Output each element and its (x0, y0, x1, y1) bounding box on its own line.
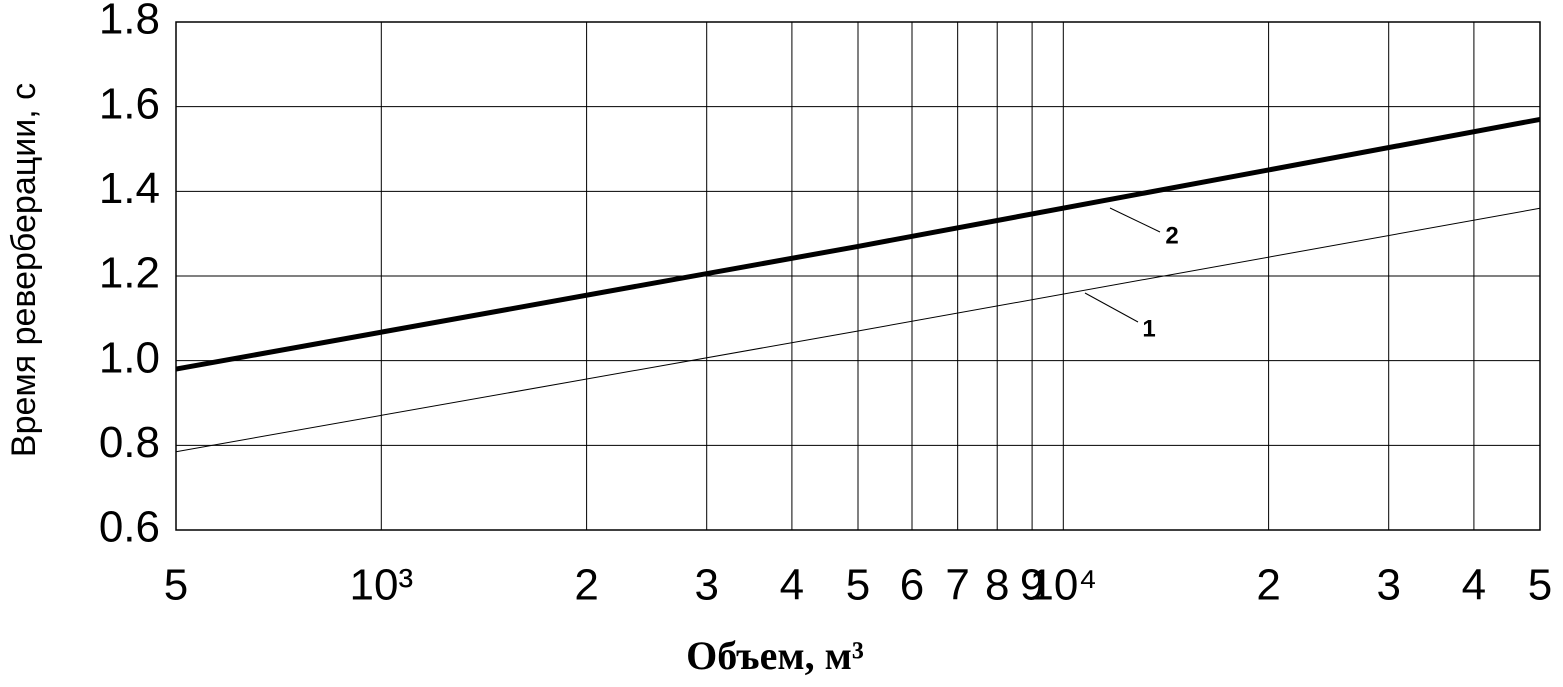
series-annotation: 1 (1142, 315, 1155, 342)
y-tick-label: 0.8 (99, 418, 160, 467)
y-tick-label: 0.6 (99, 503, 160, 552)
x-tick-label: 5 (164, 561, 188, 610)
leader-line (1109, 207, 1161, 233)
leader-line (1084, 292, 1139, 323)
x-axis-title: Объем, м³ (686, 633, 864, 678)
y-tick-label: 1.6 (99, 79, 160, 128)
x-tick-label: 10⁴ (1029, 561, 1097, 610)
x-tick-label: 8 (985, 561, 1009, 610)
y-tick-label: 1.0 (99, 333, 160, 382)
x-tick-label: 10³ (350, 561, 414, 610)
series-line (175, 116, 1541, 372)
series-line (175, 207, 1541, 453)
y-tick-label: 1.4 (99, 164, 160, 213)
x-tick-label: 5 (1528, 561, 1552, 610)
x-tick-label: 3 (1376, 561, 1400, 610)
x-tick-label: 2 (574, 561, 598, 610)
x-tick-label: 5 (846, 561, 870, 610)
y-tick-label: 1.2 (99, 249, 160, 298)
x-tick-label: 9 (1020, 561, 1044, 610)
x-tick-label: 2 (1256, 561, 1280, 610)
x-tick-label: 4 (780, 561, 804, 610)
series-annotation: 2 (1165, 222, 1178, 249)
x-tick-label: 6 (900, 561, 924, 610)
x-tick-label: 7 (945, 561, 969, 610)
plot-frame (175, 21, 1541, 531)
x-tick-label: 3 (694, 561, 718, 610)
x-tick-label: 4 (1462, 561, 1486, 610)
y-tick-label: 1.8 (99, 0, 160, 44)
y-axis-title: Время реверберации, с (5, 83, 43, 457)
